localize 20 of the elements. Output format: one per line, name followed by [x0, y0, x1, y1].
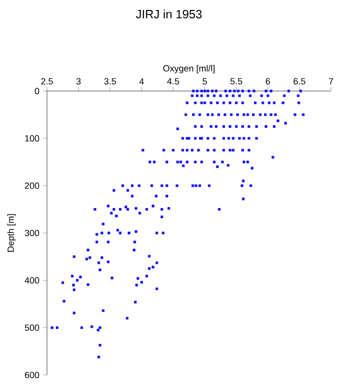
x-tick-label: 2.5 — [41, 78, 53, 84]
y-tick-label: 300 — [24, 230, 40, 236]
x-tick-label: 5 — [202, 78, 207, 84]
y-axis-title: Depth [m] — [7, 214, 16, 252]
x-tick-label: 6.5 — [294, 78, 306, 84]
y-tick-label: 500 — [24, 324, 40, 331]
y-tick-label: 0 — [34, 88, 40, 94]
y-tick-label: 600 — [24, 372, 40, 378]
x-tick-label: 4 — [139, 78, 144, 84]
y-tick-label: 200 — [24, 182, 40, 189]
x-tick-label: 5.5 — [230, 78, 242, 84]
x-tick-label: 3.5 — [104, 78, 116, 84]
x-tick-label: 4.5 — [167, 78, 180, 84]
x-tick-label: 7 — [328, 78, 334, 84]
y-tick-label: 400 — [24, 277, 40, 284]
x-tick-label: 6 — [266, 78, 270, 84]
x-axis-title: Oxygen [ml/l] — [163, 64, 215, 74]
x-tick-label: 3 — [76, 78, 81, 84]
y-tick-label: 100 — [25, 135, 40, 142]
chart-title: JIRJ in 1953 — [136, 10, 202, 18]
